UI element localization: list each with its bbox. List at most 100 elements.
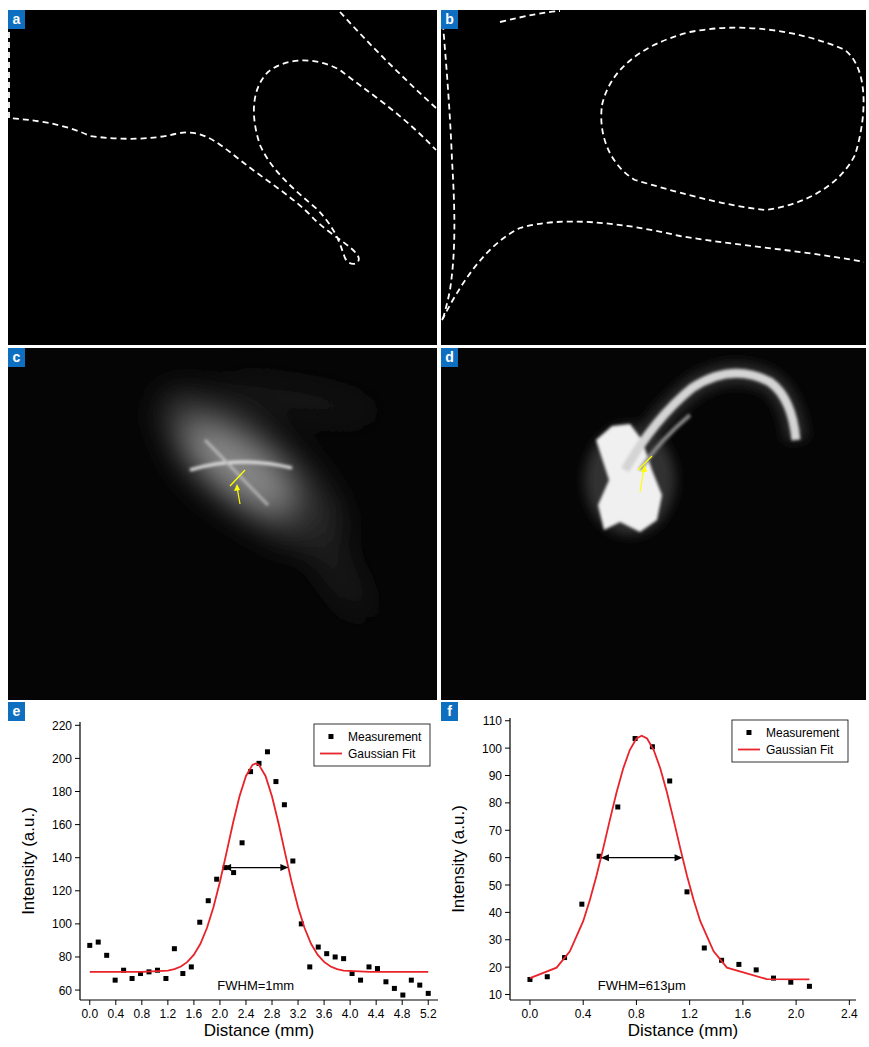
y-tick-label: 100: [52, 917, 72, 931]
x-tick-label: 3.2: [290, 1007, 307, 1021]
glow-arc: [625, 373, 796, 470]
data-point: [383, 979, 388, 984]
x-tick-label: 4.0: [342, 1007, 359, 1021]
y-tick: [505, 830, 510, 831]
outline: [442, 14, 454, 322]
y-tick-label: 120: [52, 884, 72, 898]
data-point: [240, 840, 245, 845]
data-point: [807, 984, 812, 989]
y-tick-label: 10: [489, 988, 503, 1002]
x-tick: [115, 1000, 116, 1005]
data-point: [180, 971, 185, 976]
y-tick: [75, 725, 80, 726]
x-tick: [583, 1000, 584, 1005]
data-point: [579, 902, 584, 907]
data-point: [273, 779, 278, 784]
y-tick-label: 60: [59, 984, 73, 998]
x-tick-label: 4.4: [368, 1007, 385, 1021]
y-tick: [75, 857, 80, 858]
x-tick: [796, 1000, 797, 1005]
y-tick: [75, 758, 80, 759]
y-tick-label: 20: [489, 961, 503, 975]
x-tick-label: 2.4: [841, 1007, 858, 1021]
y-tick: [75, 923, 80, 924]
x-tick-label: 0.4: [107, 1007, 124, 1021]
y-tick-label: 80: [489, 796, 503, 810]
image-panel: [8, 10, 437, 345]
annotation: FWHM=613μm: [598, 978, 686, 993]
data-point: [358, 978, 363, 983]
panel-letter-box: [441, 702, 458, 721]
x-tick: [324, 1000, 325, 1005]
data-point: [702, 945, 707, 950]
image-panel: [441, 10, 866, 345]
chart: 0.00.40.81.21.62.02.41020304050607080901…: [449, 714, 858, 1040]
data-point: [545, 974, 550, 979]
annotation: FWHM=1mm: [217, 978, 294, 993]
legend: MeasurementGaussian Fit: [314, 724, 430, 766]
panel-letter-box: [8, 348, 25, 367]
y-axis-title: Intensity (a.u.): [19, 807, 38, 915]
y-tick: [505, 857, 510, 858]
panel-letter: e: [13, 703, 21, 719]
glow-fold: [219, 374, 381, 425]
legend-swatch: [746, 730, 751, 735]
y-tick-label: 80: [59, 950, 73, 964]
panel-letter-box: [441, 10, 458, 29]
y-tick: [505, 775, 510, 776]
pointer-head: [641, 465, 647, 472]
x-tick-label: 0.8: [628, 1007, 645, 1021]
data-point: [426, 991, 431, 996]
y-tick: [75, 956, 80, 957]
fit-line: [90, 763, 428, 972]
y-tick-label: 220: [52, 719, 72, 733]
x-tick: [402, 1000, 403, 1005]
y-tick: [75, 824, 80, 825]
image-panel: [441, 348, 866, 700]
data-point: [392, 986, 397, 991]
data-point: [375, 966, 380, 971]
x-tick-label: 5.2: [420, 1007, 437, 1021]
glow: [140, 369, 381, 625]
y-tick-label: 160: [52, 818, 72, 832]
data-point: [341, 956, 346, 961]
x-axis: [510, 999, 856, 1000]
data-point: [130, 976, 135, 981]
image-panel: [8, 348, 437, 700]
legend-swatch: [320, 753, 342, 755]
legend: MeasurementGaussian Fit: [732, 720, 848, 762]
y-tick-label: 110: [483, 714, 502, 728]
panel-letter: a: [13, 11, 21, 27]
panel-letter: f: [447, 703, 452, 719]
x-tick: [298, 1000, 299, 1005]
x-tick-label: 1.2: [160, 1007, 177, 1021]
data-point: [736, 962, 741, 967]
y-tick-label: 90: [489, 769, 503, 783]
y-tick-label: 180: [52, 785, 72, 799]
x-tick: [376, 1000, 377, 1005]
outline: [9, 12, 436, 264]
data-point: [113, 978, 118, 983]
y-tick-label: 140: [52, 851, 72, 865]
legend-label: Gaussian Fit: [766, 743, 834, 757]
fwhm-arrow: [227, 867, 284, 868]
x-tick: [245, 1000, 246, 1005]
streak: [205, 440, 268, 505]
x-tick-label: 1.6: [186, 1007, 203, 1021]
y-tick-label: 200: [52, 752, 72, 766]
y-tick: [505, 967, 510, 968]
legend-label: Measurement: [348, 730, 422, 744]
x-tick: [428, 1000, 429, 1005]
x-axis: [80, 999, 438, 1000]
x-tick-label: 1.2: [681, 1007, 698, 1021]
x-tick-label: 2.0: [788, 1007, 805, 1021]
x-axis-title: Distance (mm): [628, 1021, 739, 1040]
panel-letter-box: [441, 348, 458, 367]
y-tick-label: 50: [489, 879, 503, 893]
x-tick: [167, 1000, 168, 1005]
data-point: [282, 802, 287, 807]
fwhm-arrow-head: [223, 864, 231, 871]
panel-letter-box: [8, 10, 25, 29]
data-point: [409, 978, 414, 983]
data-point: [667, 778, 672, 783]
